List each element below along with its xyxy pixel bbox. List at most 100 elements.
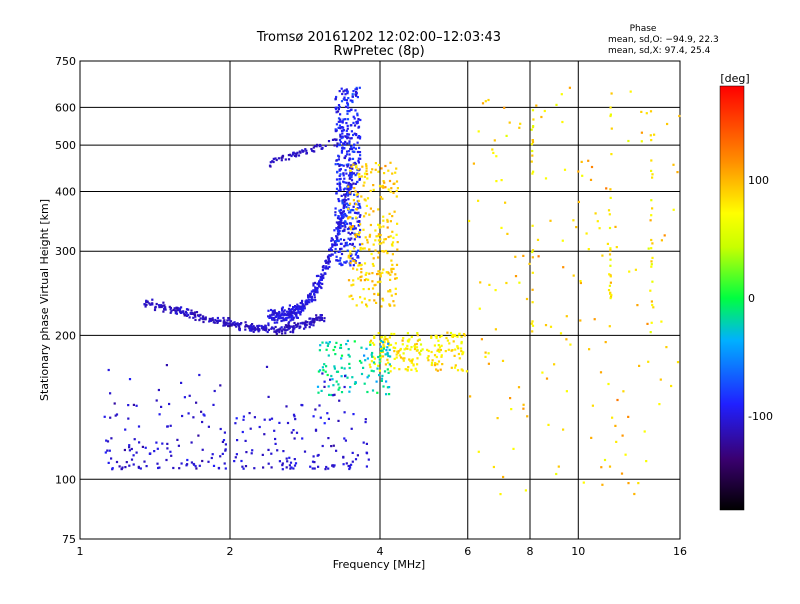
data-point <box>352 209 355 212</box>
data-point <box>345 99 348 102</box>
data-point <box>334 108 338 111</box>
data-point <box>190 309 193 312</box>
data-point <box>209 318 212 322</box>
data-point <box>389 343 393 346</box>
data-point <box>339 346 343 349</box>
data-point <box>358 151 362 154</box>
data-point <box>190 461 193 464</box>
data-point <box>312 324 315 327</box>
data-point <box>188 394 191 397</box>
data-point <box>163 304 166 307</box>
data-point <box>358 359 362 363</box>
data-point <box>202 320 205 324</box>
data-point <box>278 317 281 320</box>
data-point <box>315 314 318 317</box>
data-point <box>340 221 343 224</box>
data-point <box>392 182 395 185</box>
data-point <box>319 144 322 147</box>
data-point <box>347 133 351 136</box>
data-point <box>365 278 368 281</box>
data-point <box>194 315 197 318</box>
data-point <box>281 462 284 465</box>
data-point <box>495 155 498 158</box>
data-point <box>427 349 430 353</box>
data-point <box>290 325 293 328</box>
data-point <box>272 312 275 315</box>
data-point <box>336 182 339 185</box>
data-point <box>178 467 181 470</box>
stats-o-mode: mean, sd,O: −94.9, 22.3 <box>608 35 719 45</box>
data-point <box>450 349 453 352</box>
data-point <box>338 138 342 141</box>
data-point <box>344 439 347 442</box>
data-point <box>292 318 295 321</box>
data-point <box>336 238 339 241</box>
data-point <box>389 370 392 373</box>
data-point <box>614 424 617 427</box>
data-point <box>319 276 322 279</box>
data-point <box>287 322 290 325</box>
data-point <box>292 306 295 309</box>
data-point <box>330 445 333 448</box>
data-point <box>331 245 334 248</box>
data-point <box>124 428 127 431</box>
data-point <box>413 347 417 351</box>
data-point <box>343 261 346 264</box>
y-axis-label: Stationary phase Virtual Height [km] <box>38 199 51 401</box>
data-point <box>343 385 346 389</box>
data-point <box>330 393 333 397</box>
data-point <box>343 411 346 414</box>
data-point <box>495 180 498 183</box>
data-point <box>280 317 283 320</box>
data-point <box>436 369 439 372</box>
data-point <box>382 219 385 222</box>
data-point <box>310 148 313 151</box>
data-point <box>356 136 360 139</box>
data-point <box>145 465 148 468</box>
data-point <box>335 138 338 141</box>
data-point <box>367 278 370 281</box>
data-point <box>342 198 345 202</box>
data-point <box>650 247 653 250</box>
data-point <box>297 154 301 157</box>
x-tick-label: 2 <box>227 545 234 558</box>
data-point <box>358 235 361 239</box>
data-point <box>342 222 345 225</box>
data-point <box>342 118 345 121</box>
data-point <box>281 312 284 315</box>
data-point <box>283 326 286 329</box>
data-point <box>652 306 655 309</box>
data-point <box>346 222 349 225</box>
data-point <box>379 234 382 237</box>
data-point <box>560 93 563 96</box>
data-point <box>299 310 302 313</box>
data-point <box>344 140 347 143</box>
data-point <box>430 350 433 354</box>
data-point <box>377 233 380 236</box>
data-point <box>337 154 340 157</box>
data-point <box>194 465 197 468</box>
data-point <box>107 368 110 372</box>
data-point <box>162 310 165 313</box>
data-point <box>114 414 117 417</box>
data-point <box>530 128 533 131</box>
data-point <box>369 189 372 192</box>
data-point <box>371 272 374 275</box>
data-point <box>363 279 366 282</box>
data-point <box>395 263 399 266</box>
data-point <box>342 207 345 210</box>
data-point <box>352 182 355 185</box>
data-point <box>356 192 359 195</box>
data-point <box>549 219 552 222</box>
data-point <box>316 291 319 294</box>
data-point <box>151 298 154 301</box>
data-point <box>372 210 375 213</box>
data-point <box>416 334 419 337</box>
data-point <box>363 175 366 178</box>
data-point <box>358 205 361 208</box>
data-point <box>289 316 293 319</box>
data-point <box>275 333 278 336</box>
data-point <box>366 238 369 242</box>
data-point <box>363 354 366 357</box>
